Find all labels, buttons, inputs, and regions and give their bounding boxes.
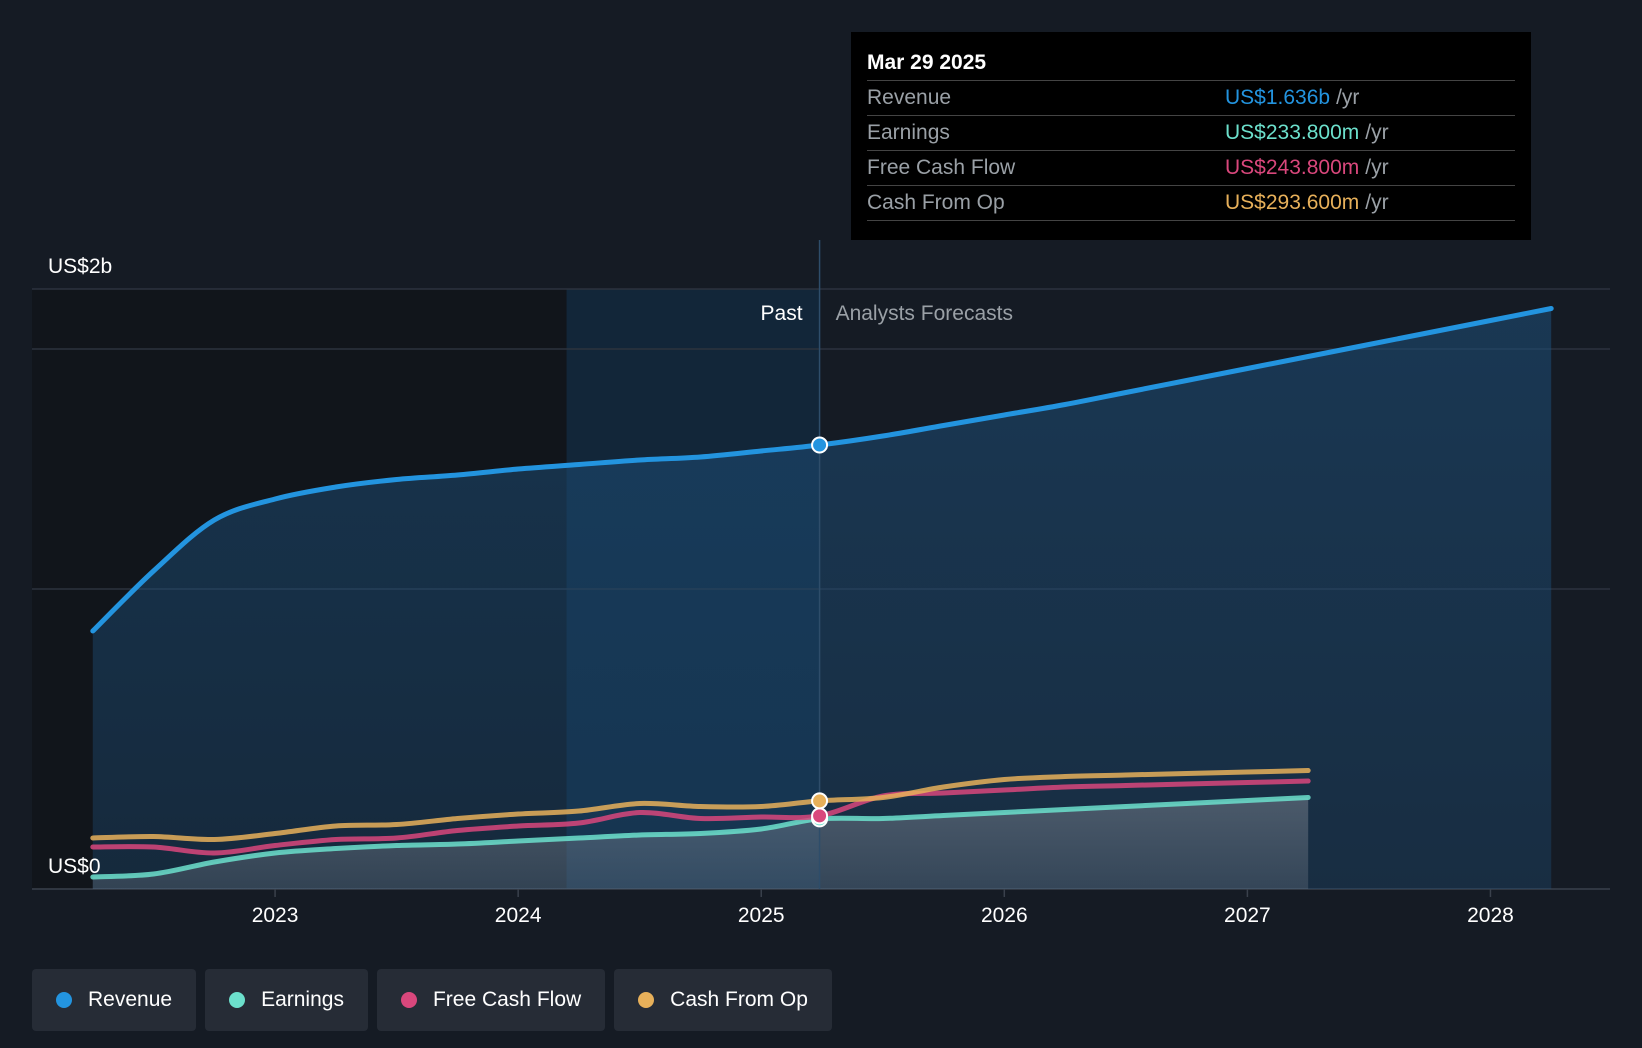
free-cash-flow-line bbox=[90, 778, 1311, 856]
x-tick-label: 2028 bbox=[1467, 904, 1514, 927]
legend-item-free-cash-flow[interactable]: Free Cash Flow bbox=[376, 969, 606, 1031]
tooltip: Mar 29 2025 Revenue US$1.636b /yr Earnin… bbox=[851, 32, 1531, 240]
tooltip-unit: /yr bbox=[1336, 86, 1360, 109]
tooltip-label: Cash From Op bbox=[867, 191, 1005, 214]
tooltip-value: US$1.636b bbox=[1225, 86, 1331, 109]
free-cash-flow-dot-icon bbox=[400, 992, 417, 1008]
y-tick-label: US$2b bbox=[48, 255, 112, 278]
cash-from-op-marker bbox=[811, 792, 829, 810]
legend-label: Revenue bbox=[88, 988, 173, 1011]
tooltip-unit: /yr bbox=[1365, 191, 1389, 214]
x-tick-label: 2023 bbox=[252, 904, 299, 927]
tooltip-value: US$293.600m bbox=[1225, 191, 1360, 214]
tooltip-label: Free Cash Flow bbox=[867, 156, 1016, 179]
legend-item-revenue[interactable]: Revenue bbox=[32, 969, 197, 1031]
tooltip-value: US$243.800m bbox=[1225, 156, 1360, 179]
tooltip-label: Earnings bbox=[867, 121, 950, 144]
tooltip-row-free-cash-flow: Free Cash Flow US$243.800m /yr bbox=[867, 151, 1515, 186]
legend-item-earnings[interactable]: Earnings bbox=[205, 969, 368, 1031]
tooltip-unit: /yr bbox=[1365, 156, 1389, 179]
earnings-area bbox=[92, 797, 1309, 889]
free-cash-flow-marker bbox=[811, 807, 829, 825]
legend: Revenue Earnings Free Cash Flow Cash Fro… bbox=[32, 969, 832, 1031]
tooltip-date: Mar 29 2025 bbox=[867, 46, 1515, 81]
revenue-dot-icon bbox=[56, 992, 72, 1008]
tooltip-row-revenue: Revenue US$1.636b /yr bbox=[867, 81, 1515, 116]
cash-from-op-dot-icon bbox=[638, 992, 655, 1008]
tooltip-label: Revenue bbox=[867, 86, 952, 109]
x-tick-label: 2024 bbox=[495, 904, 542, 927]
revenue-marker bbox=[811, 436, 829, 454]
x-tick-label: 2027 bbox=[1224, 904, 1271, 927]
tooltip-row-cash-from-op: Cash From Op US$293.600m /yr bbox=[867, 186, 1515, 221]
revenue-area bbox=[92, 308, 1552, 889]
tooltip-unit: /yr bbox=[1365, 121, 1389, 144]
forecast-label: Analysts Forecasts bbox=[836, 302, 1013, 325]
legend-label: Free Cash Flow bbox=[432, 988, 582, 1011]
earnings-line bbox=[90, 795, 1311, 880]
past-label: Past bbox=[761, 302, 803, 325]
tooltip-value: US$233.800m bbox=[1225, 121, 1360, 144]
legend-label: Cash From Op bbox=[670, 988, 808, 1011]
y-tick-label: US$0 bbox=[48, 855, 101, 878]
earnings-dot-icon bbox=[229, 992, 246, 1008]
x-tick-label: 2025 bbox=[738, 904, 785, 927]
legend-item-cash-from-op[interactable]: Cash From Op bbox=[614, 969, 832, 1031]
x-tick-label: 2026 bbox=[981, 904, 1028, 927]
cash-from-op-line bbox=[90, 768, 1311, 843]
legend-label: Earnings bbox=[261, 988, 344, 1011]
tooltip-row-earnings: Earnings US$233.800m /yr bbox=[867, 116, 1515, 151]
